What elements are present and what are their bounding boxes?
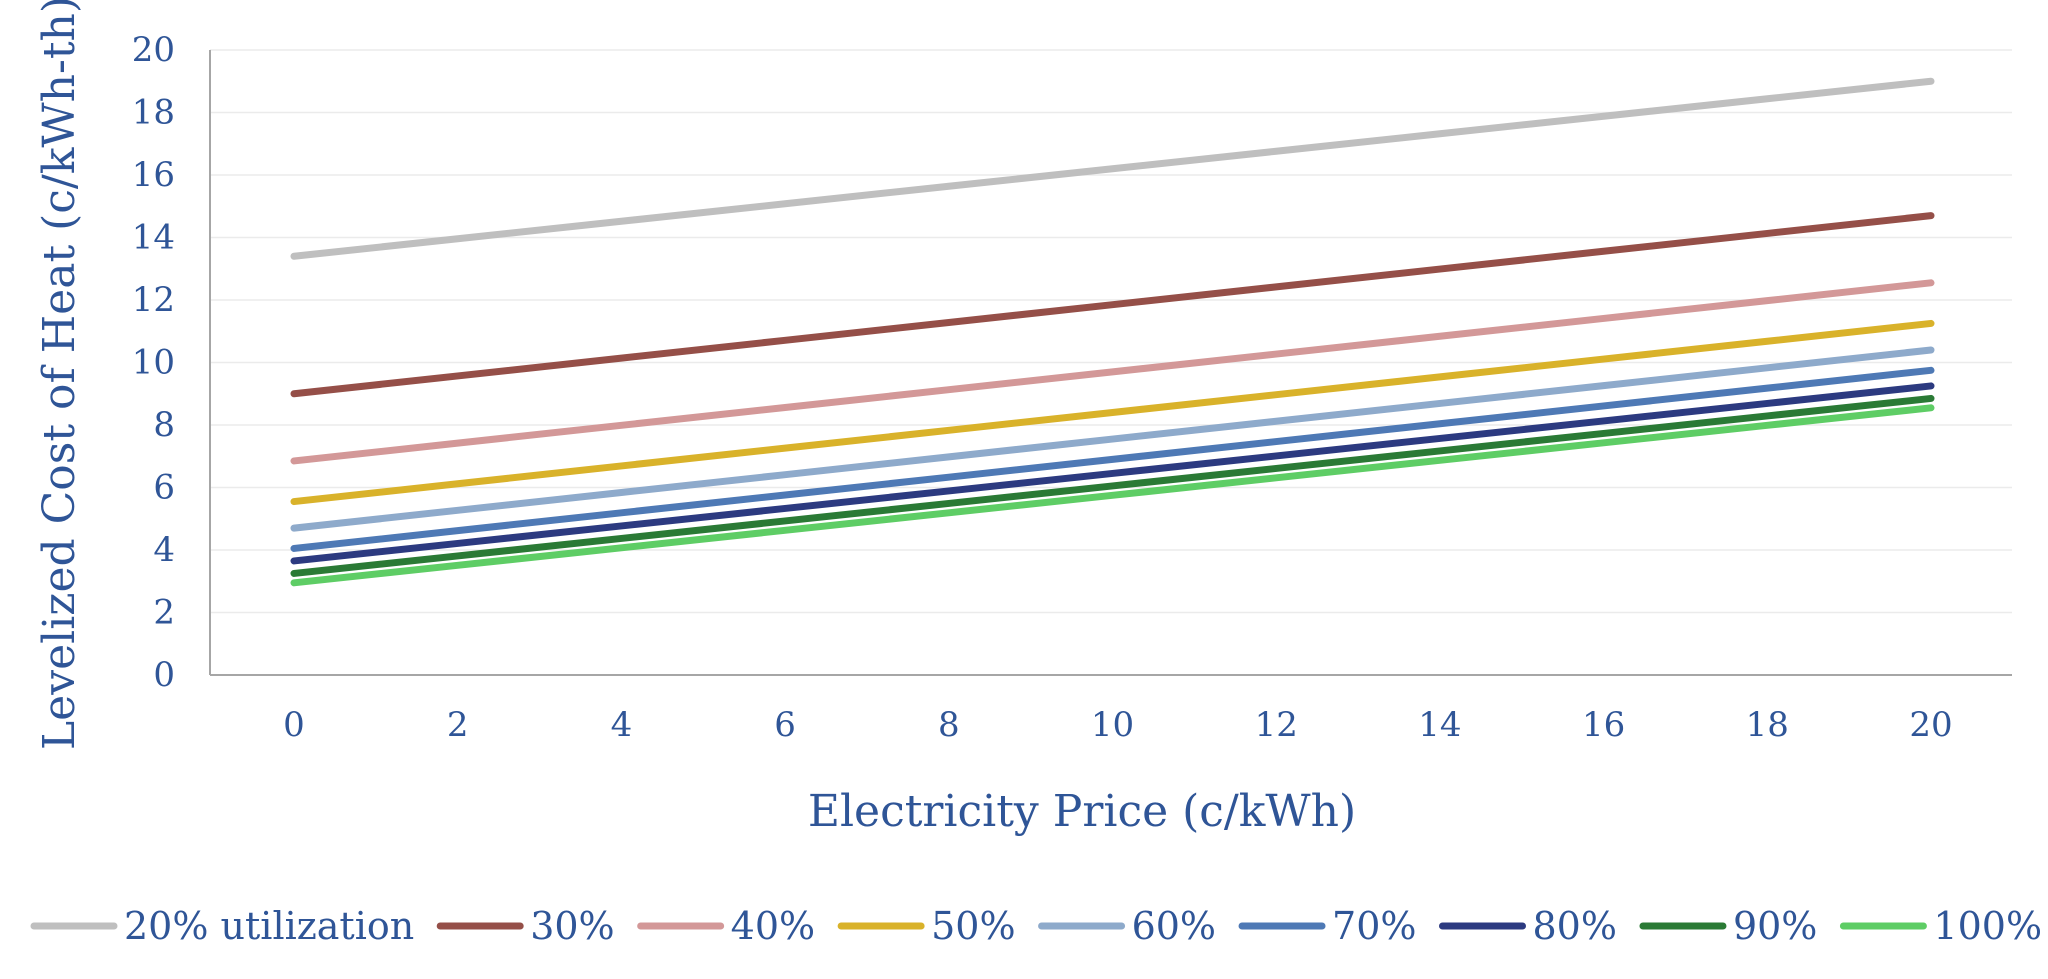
series-line — [290, 346, 1935, 532]
legend-item: 70% — [1238, 904, 1417, 948]
series-line — [290, 394, 1935, 577]
legend-label: 100% — [1933, 904, 2042, 948]
x-tick-label: 8 — [938, 705, 960, 745]
y-tick-label: 4 — [153, 530, 175, 570]
x-tick-label: 6 — [774, 705, 796, 745]
series-lines — [290, 77, 1935, 587]
legend-item: 80% — [1439, 904, 1617, 948]
legend-item: 90% — [1639, 904, 1817, 948]
series-line — [290, 404, 1935, 587]
legend-item: 40% — [637, 904, 815, 948]
legend-label: 40% — [731, 904, 815, 948]
x-tick-label: 12 — [1255, 705, 1298, 745]
series-line — [290, 212, 1935, 398]
y-axis-title: Levelized Cost of Heat (c/kWh-th) — [34, 0, 85, 750]
x-tick-label: 0 — [283, 705, 305, 745]
x-tick-label: 16 — [1582, 705, 1625, 745]
series-line — [290, 77, 1935, 260]
y-tick-label: 16 — [132, 155, 175, 195]
series-line — [290, 319, 1935, 506]
y-tick-label: 8 — [153, 405, 175, 445]
legend-item: 60% — [1038, 904, 1216, 948]
legend-item: 100% — [1839, 904, 2042, 948]
x-tick-label: 4 — [611, 705, 633, 745]
x-tick-label: 10 — [1091, 705, 1134, 745]
legend-item: 30% — [436, 904, 615, 948]
y-tick-label: 18 — [132, 93, 175, 133]
legend-label: 30% — [530, 904, 614, 948]
y-tick-label: 0 — [153, 655, 175, 695]
series-line — [290, 382, 1935, 565]
axes — [209, 50, 2012, 676]
legend-label: 80% — [1533, 904, 1617, 948]
x-tick-label: 14 — [1418, 705, 1461, 745]
x-axis-title: Electricity Price (c/kWh) — [808, 786, 1356, 837]
x-tick-label: 18 — [1746, 705, 1789, 745]
y-tick-label: 20 — [132, 30, 175, 70]
x-tick-label: 2 — [447, 705, 469, 745]
legend-label: 90% — [1733, 904, 1817, 948]
y-tick-label: 14 — [132, 218, 175, 258]
y-tick-label: 6 — [153, 468, 175, 508]
legend-label: 60% — [1132, 904, 1216, 948]
y-tick-label: 12 — [132, 280, 175, 320]
y-tick-labels: 0 2 4 6 8 10 12 14 16 18 20 — [132, 30, 175, 695]
legend-label: 20% utilization — [124, 904, 414, 948]
legend-item: 50% — [837, 904, 1016, 948]
legend-label: 70% — [1332, 904, 1416, 948]
series-line — [290, 366, 1935, 552]
series-line — [290, 279, 1935, 465]
legend-item: 20% utilization — [30, 904, 414, 948]
legend-label: 50% — [931, 904, 1015, 948]
x-tick-labels: 0 2 4 6 8 10 12 14 16 18 20 — [283, 705, 1952, 745]
legend: 20% utilization 30% 40% 50% 60% 70% 80% 90% 100% — [30, 904, 2042, 948]
y-tick-label: 2 — [153, 593, 175, 633]
y-tick-label: 10 — [132, 343, 175, 383]
x-tick-label: 20 — [1909, 705, 1952, 745]
